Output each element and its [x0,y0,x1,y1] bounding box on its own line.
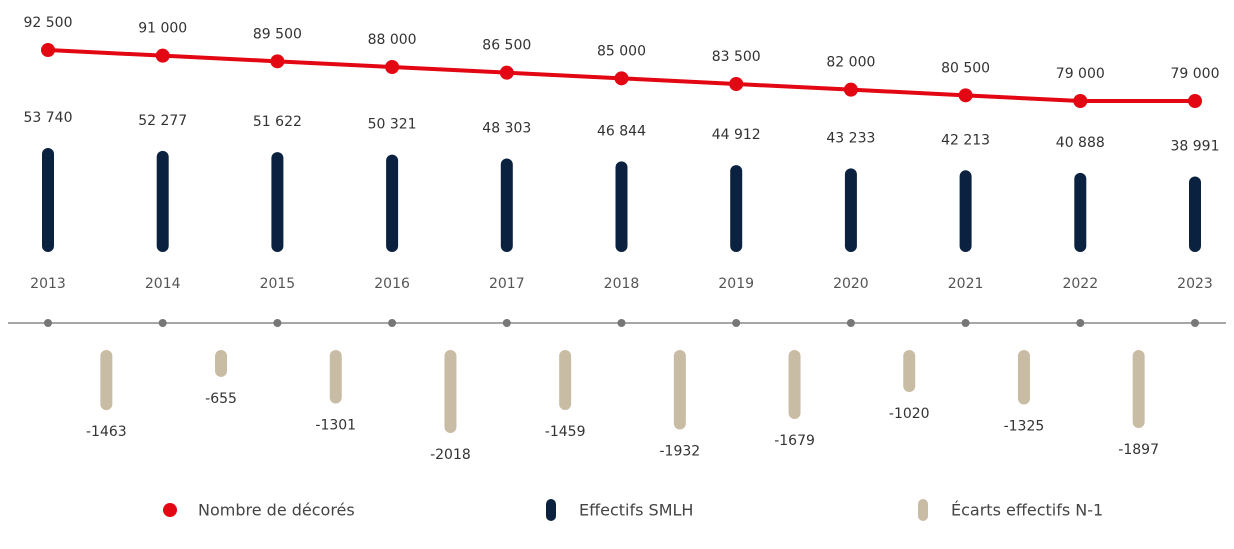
data-label: 85 000 [597,43,646,59]
data-label: 79 000 [1056,66,1105,82]
bar [903,350,916,392]
x-tick-label: 2019 [718,276,754,292]
bar [386,154,399,252]
data-label: 51 622 [253,114,302,130]
data-label: -1679 [774,433,815,449]
axis-dot [1076,319,1085,327]
bar [271,152,284,252]
data-label: -1932 [660,443,701,459]
data-label: -1325 [1004,418,1045,434]
bar [788,350,801,420]
line-point [614,71,629,86]
data-label: -1459 [545,424,586,440]
legend-swatch [918,499,928,521]
data-label: 40 888 [1056,135,1105,151]
line-point [41,43,55,57]
bar [215,350,228,377]
x-tick-label: 2021 [948,276,984,292]
x-tick-label: 2023 [1177,276,1213,292]
axis-dot [617,319,626,327]
data-label: 48 303 [482,121,531,137]
bar [1132,350,1145,429]
x-tick-label: 2015 [260,276,296,292]
axis-dot [732,319,741,327]
legend-swatch [546,499,556,521]
x-tick-label: 2018 [604,276,640,292]
legend-swatch [163,503,177,517]
bar [100,350,113,411]
data-label: -1301 [315,418,356,434]
bar [615,161,628,252]
data-label: 44 912 [712,127,761,143]
x-tick-label: 2022 [1062,276,1098,292]
line-point [155,48,170,63]
axis-dot [1191,319,1199,327]
data-label: 79 000 [1171,66,1220,82]
legend-label: Effectifs SMLH [579,501,693,520]
data-label: 82 000 [826,55,875,71]
bar [1189,176,1201,252]
bar [156,150,169,252]
bar [730,165,743,252]
x-tick-label: 2013 [30,276,66,292]
data-label: 42 213 [941,132,990,148]
data-label: 89 500 [253,26,302,42]
x-tick-label: 2020 [833,276,869,292]
x-tick-label: 2016 [374,276,410,292]
bar [559,350,572,411]
data-label: 50 321 [368,117,417,133]
line-point [843,82,858,97]
axis-dot [273,319,282,327]
axis-dot [502,319,511,327]
data-label: -1020 [889,406,930,422]
line-point [270,54,285,69]
axis-dot [388,319,397,327]
line-point [385,60,400,74]
data-label: 53 740 [24,110,73,126]
bar [42,148,54,252]
data-label: 91 000 [138,21,187,37]
data-label: 83 500 [712,49,761,65]
bar [329,350,342,404]
data-label: 46 844 [597,123,646,139]
bar [1017,350,1030,405]
legend-label: Nombre de décorés [198,501,355,520]
x-tick-label: 2014 [145,276,181,292]
x-tick-label: 2017 [489,276,525,292]
line-point [729,77,744,91]
legend-label: Écarts effectifs N-1 [951,501,1103,520]
line-point [1188,94,1202,108]
data-label: 86 500 [482,38,531,54]
data-label: 52 277 [138,113,187,129]
data-label: -1897 [1118,442,1159,458]
bar [1074,172,1087,252]
axis-dot [158,319,167,327]
line-point [958,88,973,103]
bar [444,350,457,433]
bar [959,170,972,252]
bar [500,158,513,252]
data-label: 80 500 [941,60,990,76]
axis-dot [846,319,855,327]
data-label: -655 [205,391,237,407]
data-label: -2018 [430,447,471,463]
line-point [499,65,514,80]
line-point [1073,94,1088,108]
data-label: -1463 [86,424,127,440]
data-label: 92 500 [24,15,73,31]
axis-dot [44,319,52,327]
bar [673,350,686,430]
data-label: 38 991 [1171,139,1220,155]
data-label: 43 233 [826,130,875,146]
bar [844,168,857,252]
data-label: 88 000 [368,32,417,48]
axis-dot [961,319,970,327]
